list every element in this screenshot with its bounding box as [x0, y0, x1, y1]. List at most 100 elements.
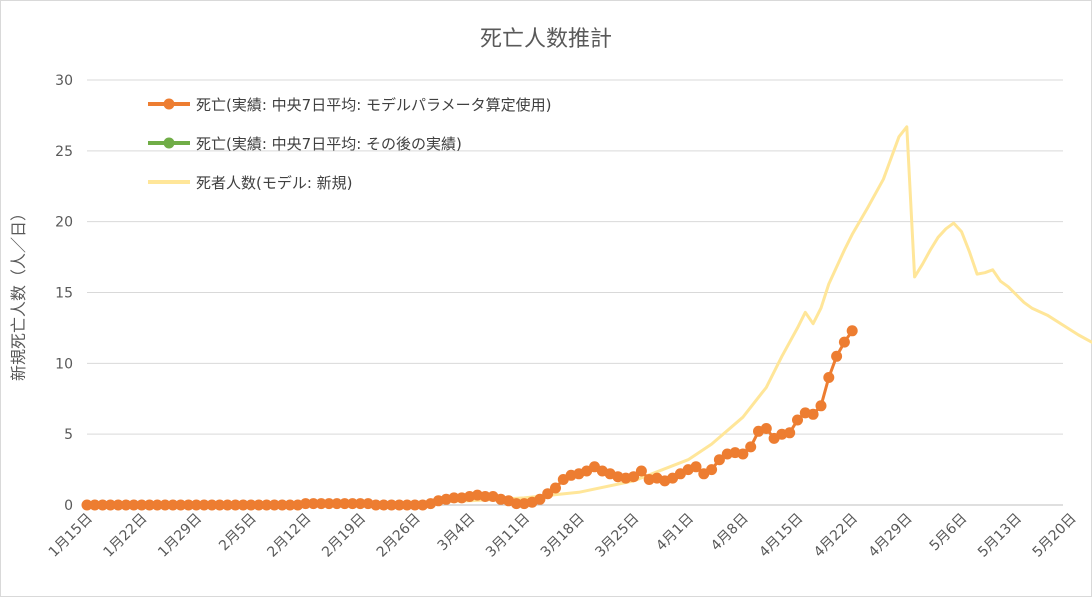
x-tick-label: 5月13日 [975, 511, 1025, 561]
data-point [510, 498, 522, 510]
data-point [347, 498, 358, 510]
data-point [393, 499, 405, 511]
legend-marker [163, 137, 175, 149]
data-point [81, 499, 93, 511]
data-point [690, 461, 702, 473]
x-tick-label: 1月15日 [46, 511, 96, 561]
data-point [409, 499, 421, 511]
data-point [307, 498, 319, 510]
x-tick-label: 2月26日 [374, 511, 424, 561]
data-point [104, 499, 116, 511]
data-point [542, 488, 554, 500]
x-tick-label: 4月29日 [866, 511, 916, 561]
x-tick-label: 4月15日 [756, 511, 806, 561]
series-line-model [87, 125, 1092, 507]
x-tick-label: 3月18日 [538, 511, 588, 561]
series-line-actual [87, 329, 854, 507]
data-point [760, 423, 772, 434]
data-point [354, 498, 366, 510]
data-point [175, 499, 187, 511]
x-tick-label: 4月22日 [811, 511, 861, 561]
y-tick-label: 20 [55, 215, 73, 231]
data-point [386, 499, 397, 511]
data-point [128, 499, 140, 511]
x-tick-label: 3月4日 [435, 511, 479, 555]
data-point [284, 499, 296, 511]
data-point [448, 492, 460, 504]
data-point [253, 499, 265, 511]
x-tick-labels: 1月15日 1月22日 1月29日 2月5日 2月12日 2月19日 2月26日 3月4日 3月… [46, 511, 1080, 561]
data-point [245, 499, 257, 511]
y-tick-label: 25 [55, 144, 73, 160]
x-tick-label: 4月1日 [653, 511, 697, 555]
legend-label: 死者人数(モデル: 新規) [196, 174, 353, 192]
data-point [315, 498, 327, 510]
data-point [183, 499, 194, 511]
data-point [222, 499, 233, 511]
legend-marker [163, 98, 175, 110]
data-point [261, 499, 273, 511]
data-point [807, 408, 819, 420]
x-tick-label: 3月11日 [483, 511, 533, 561]
data-point [198, 499, 210, 511]
y-tick-labels: 0 5 10 15 20 25 30 [55, 73, 73, 514]
data-point [713, 454, 725, 466]
data-point [745, 441, 757, 453]
data-point [159, 499, 171, 511]
data-point [831, 350, 843, 362]
x-tick-label: 3月25日 [592, 511, 642, 561]
data-point [167, 499, 179, 511]
x-tick-label: 2月5日 [216, 511, 260, 555]
y-tick-label: 0 [64, 498, 73, 514]
data-point [737, 448, 749, 460]
data-point [378, 499, 390, 511]
data-point [136, 499, 148, 511]
legend-label: 死亡(実績: 中央7日平均: モデルパラメータ算定使用) [196, 96, 551, 114]
data-point [229, 499, 241, 511]
y-tick-label: 10 [55, 356, 73, 372]
series-layer [81, 125, 1092, 511]
x-tick-label: 2月19日 [319, 511, 369, 561]
data-point [706, 464, 718, 476]
data-point [815, 400, 827, 412]
data-point [479, 491, 491, 502]
data-point [206, 499, 218, 511]
y-tick-label: 15 [55, 286, 73, 302]
data-point [534, 493, 546, 505]
data-point [97, 499, 109, 511]
data-point [635, 465, 647, 477]
chart-title: 死亡人数推計 [480, 27, 612, 52]
x-tick-label: 2月12日 [264, 511, 314, 561]
y-tick-label: 30 [55, 73, 73, 89]
y-tick-label: 5 [64, 427, 73, 443]
data-point [784, 427, 796, 439]
legend-label: 死亡(実績: 中央7日平均: その後の実績) [196, 135, 462, 153]
data-point [112, 499, 124, 511]
y-axis-label: 新規死亡人数（人／日） [9, 205, 28, 381]
data-point [120, 499, 132, 511]
data-point [300, 498, 312, 510]
data-point [331, 498, 343, 510]
x-tick-label: 1月29日 [155, 511, 205, 561]
x-tick-label: 5月20日 [1030, 511, 1080, 561]
data-point [190, 499, 202, 511]
data-point [370, 499, 382, 511]
data-point [628, 471, 640, 483]
x-tick-label: 5月6日 [927, 511, 971, 555]
x-tick-label: 1月22日 [100, 511, 150, 561]
data-point [846, 325, 858, 337]
x-tick-label: 4月8日 [708, 511, 752, 555]
data-point [214, 499, 226, 511]
data-point [323, 498, 335, 510]
data-point [339, 498, 351, 510]
data-point [276, 499, 288, 511]
data-point [792, 414, 803, 426]
data-point [550, 482, 561, 494]
data-point [144, 499, 155, 511]
data-point [838, 336, 850, 348]
legend: 死亡(実績: 中央7日平均: モデルパラメータ算定使用) 死亡(実績: 中央7日平… [148, 96, 551, 192]
data-point [151, 499, 163, 511]
data-point [237, 499, 249, 511]
data-point [268, 499, 280, 511]
